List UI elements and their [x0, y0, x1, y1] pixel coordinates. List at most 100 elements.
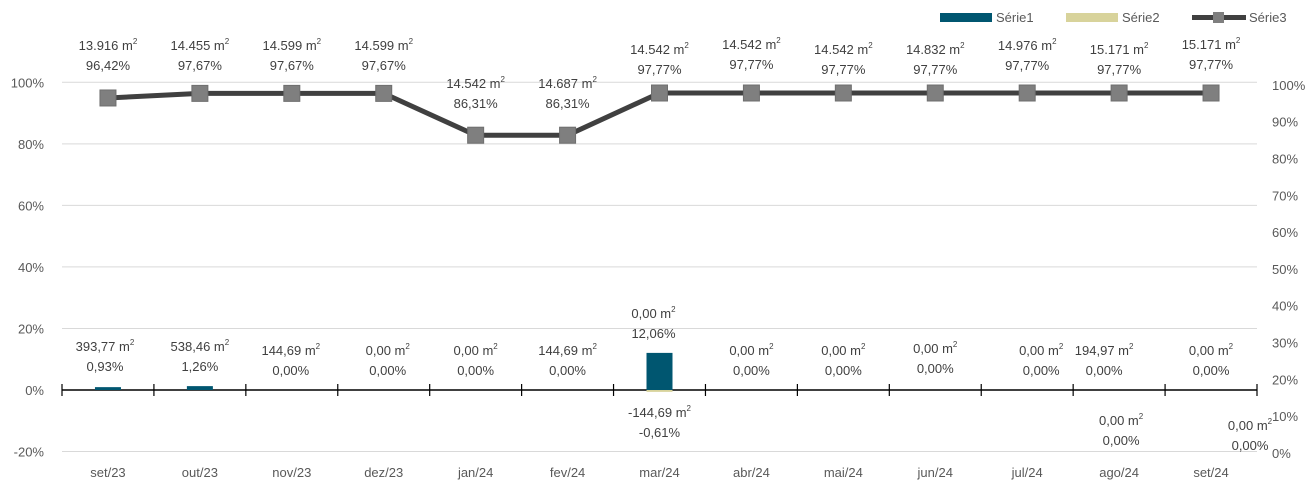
right-axis-tick: 80%	[1272, 151, 1298, 166]
bar-data-label-line-2: 0,00%	[369, 363, 406, 378]
line-data-label-line-2: 97,77%	[637, 62, 682, 77]
bar-série1	[94, 387, 121, 390]
right-axis-tick: 0%	[1272, 446, 1291, 461]
bar-data-label-line-2: 0,00%	[1193, 363, 1230, 378]
line-data-label: 15.171 m2 97,77%	[1182, 36, 1241, 72]
bar-neg-data-label-line-2: 0,00%	[1232, 438, 1269, 453]
bar-data-label-line-2: 0,93%	[87, 359, 124, 374]
line-data-label-line-1: 14.542 m2	[630, 41, 689, 57]
line-data-label-line-2: 86,31%	[454, 96, 499, 111]
bar-data-label-line-2: 1,26%	[181, 359, 218, 374]
x-axis-tick-label: abr/24	[733, 465, 770, 480]
bar-neg-data-label-line-2: 0,00%	[1103, 433, 1140, 448]
right-axis-tick: 100%	[1272, 78, 1306, 93]
line-marker	[651, 84, 668, 102]
line-data-label-line-2: 97,77%	[1097, 62, 1142, 77]
line-marker	[1110, 84, 1128, 102]
line-data-label-line-1: 14.542 m2	[814, 41, 873, 57]
x-axis-tick-label: set/24	[1193, 465, 1228, 480]
line-marker	[191, 84, 209, 102]
line-data-label-line-1: 13.916 m2	[79, 37, 138, 53]
bar-série2	[646, 390, 673, 392]
x-axis-tick-label: jul/24	[1011, 465, 1043, 480]
line-data-label-line-2: 97,67%	[362, 58, 407, 73]
line-data-label-line-1: 15.171 m2	[1182, 36, 1241, 52]
line-data-label: 14.976 m2 97,77%	[998, 37, 1057, 73]
bar-data-label-line-2: 0,00%	[272, 363, 309, 378]
line-data-label-line-2: 97,77%	[729, 57, 774, 72]
line-data-label-line-2: 97,67%	[270, 58, 315, 73]
line-data-label-line-1: 14.599 m2	[262, 37, 321, 53]
bar-data-label-line-2: 0,00%	[825, 363, 862, 378]
bar-data-label-line-1: 0,00 m2	[913, 340, 958, 356]
x-axis-tick-label: set/23	[90, 465, 125, 480]
bar-data-label: 0,00 m2 0,00%	[821, 342, 866, 378]
bar-data-label-line-2: 0,00%	[1086, 363, 1123, 378]
line-data-label-line-1: 14.455 m2	[171, 37, 230, 53]
line-data-label: 15.171 m2 97,77%	[1090, 41, 1149, 77]
right-axis-tick: 20%	[1272, 372, 1298, 387]
x-axis-tick-label: mai/24	[824, 465, 863, 480]
line-marker	[834, 84, 852, 102]
left-axis-tick: 20%	[18, 321, 44, 336]
bar-data-label: 393,77 m2 0,93%	[76, 338, 135, 374]
bar-data-label-line-2: 0,00%	[1023, 363, 1060, 378]
line-data-label-line-1: 14.687 m2	[538, 75, 597, 91]
line-marker	[283, 84, 301, 102]
line-data-label-line-2: 96,42%	[86, 58, 131, 73]
bar-data-label-line-1: 0,00 m2	[821, 342, 866, 358]
line-marker	[99, 89, 117, 107]
bar-data-label-line-1: 144,69 m2	[261, 342, 320, 358]
legend-swatch-serie2	[1066, 13, 1118, 22]
x-axis-tick-label: nov/23	[272, 465, 311, 480]
legend-marker-serie3	[1213, 12, 1224, 23]
line-marker	[467, 126, 485, 144]
line-marker	[1202, 84, 1220, 102]
bar-data-label-line-2: 0,00%	[917, 361, 954, 376]
line-data-label: 14.832 m2 97,77%	[906, 41, 965, 77]
bar-data-label-line-1: 194,97 m2	[1075, 342, 1134, 358]
line-data-label: 14.687 m2 86,31%	[538, 75, 597, 111]
bar-data-label: 0,00 m2 12,06%	[631, 305, 676, 341]
bar-data-label-line-2: 12,06%	[631, 326, 676, 341]
x-axis-tick-label: dez/23	[364, 465, 403, 480]
legend: Série1 Série2 Série3	[940, 10, 1287, 25]
left-axis-tick: 80%	[18, 137, 44, 152]
right-axis-tick: 40%	[1272, 299, 1298, 314]
line-data-label-line-2: 97,67%	[178, 58, 223, 73]
line-data-label-line-2: 97,77%	[1189, 57, 1234, 72]
bar-data-label-line-2: 0,00%	[733, 363, 770, 378]
bar-neg-data-label-line-2: -0,61%	[639, 425, 681, 440]
line-data-label: 14.599 m2 97,67%	[262, 37, 321, 73]
x-axis-tick-label: mar/24	[639, 465, 679, 480]
bar-data-label-line-1: 0,00 m2	[729, 342, 774, 358]
bar-neg-data-label: 0,00 m2 0,00%	[1099, 412, 1144, 448]
line-data-label-line-1: 14.976 m2	[998, 37, 1057, 53]
left-axis-tick: -20%	[14, 445, 45, 460]
line-marker	[1018, 84, 1036, 102]
bar-data-label: 538,46 m2 1,26%	[171, 338, 230, 374]
line-data-label: 14.542 m2 97,77%	[630, 41, 689, 77]
bar-data-label: 0,00 m2 0,00%	[1019, 342, 1064, 378]
right-axis-tick: 70%	[1272, 188, 1298, 203]
legend-label-serie3: Série3	[1249, 10, 1287, 25]
legend-label-serie2: Série2	[1122, 10, 1160, 25]
bar-neg-data-label: 0,00 m2 0,00%	[1228, 417, 1273, 453]
left-axis-tick: 100%	[11, 75, 45, 90]
bar-data-label-line-1: 0,00 m2	[366, 342, 411, 358]
bar-data-label: 0,00 m2 0,00%	[729, 342, 774, 378]
bar-data-label-line-1: 0,00 m2	[631, 305, 676, 321]
bar-neg-data-label: -144,69 m2 -0,61%	[628, 404, 692, 440]
line-data-label-line-1: 14.542 m2	[722, 36, 781, 52]
bar-série1	[646, 352, 673, 390]
line-data-label-line-2: 97,77%	[821, 62, 866, 77]
line-marker	[926, 84, 944, 102]
bar-neg-data-label-line-1: 0,00 m2	[1099, 412, 1144, 428]
bar-data-label: 144,69 m2 0,00%	[261, 342, 320, 378]
x-axis-tick-label: jan/24	[457, 465, 493, 480]
line-data-label: 14.542 m2 97,77%	[722, 36, 781, 72]
line-data-label-line-2: 97,77%	[913, 62, 958, 77]
x-axis-tick-label: out/23	[182, 465, 218, 480]
bar-data-label-line-1: 0,00 m2	[454, 342, 499, 358]
line-marker	[742, 84, 760, 102]
